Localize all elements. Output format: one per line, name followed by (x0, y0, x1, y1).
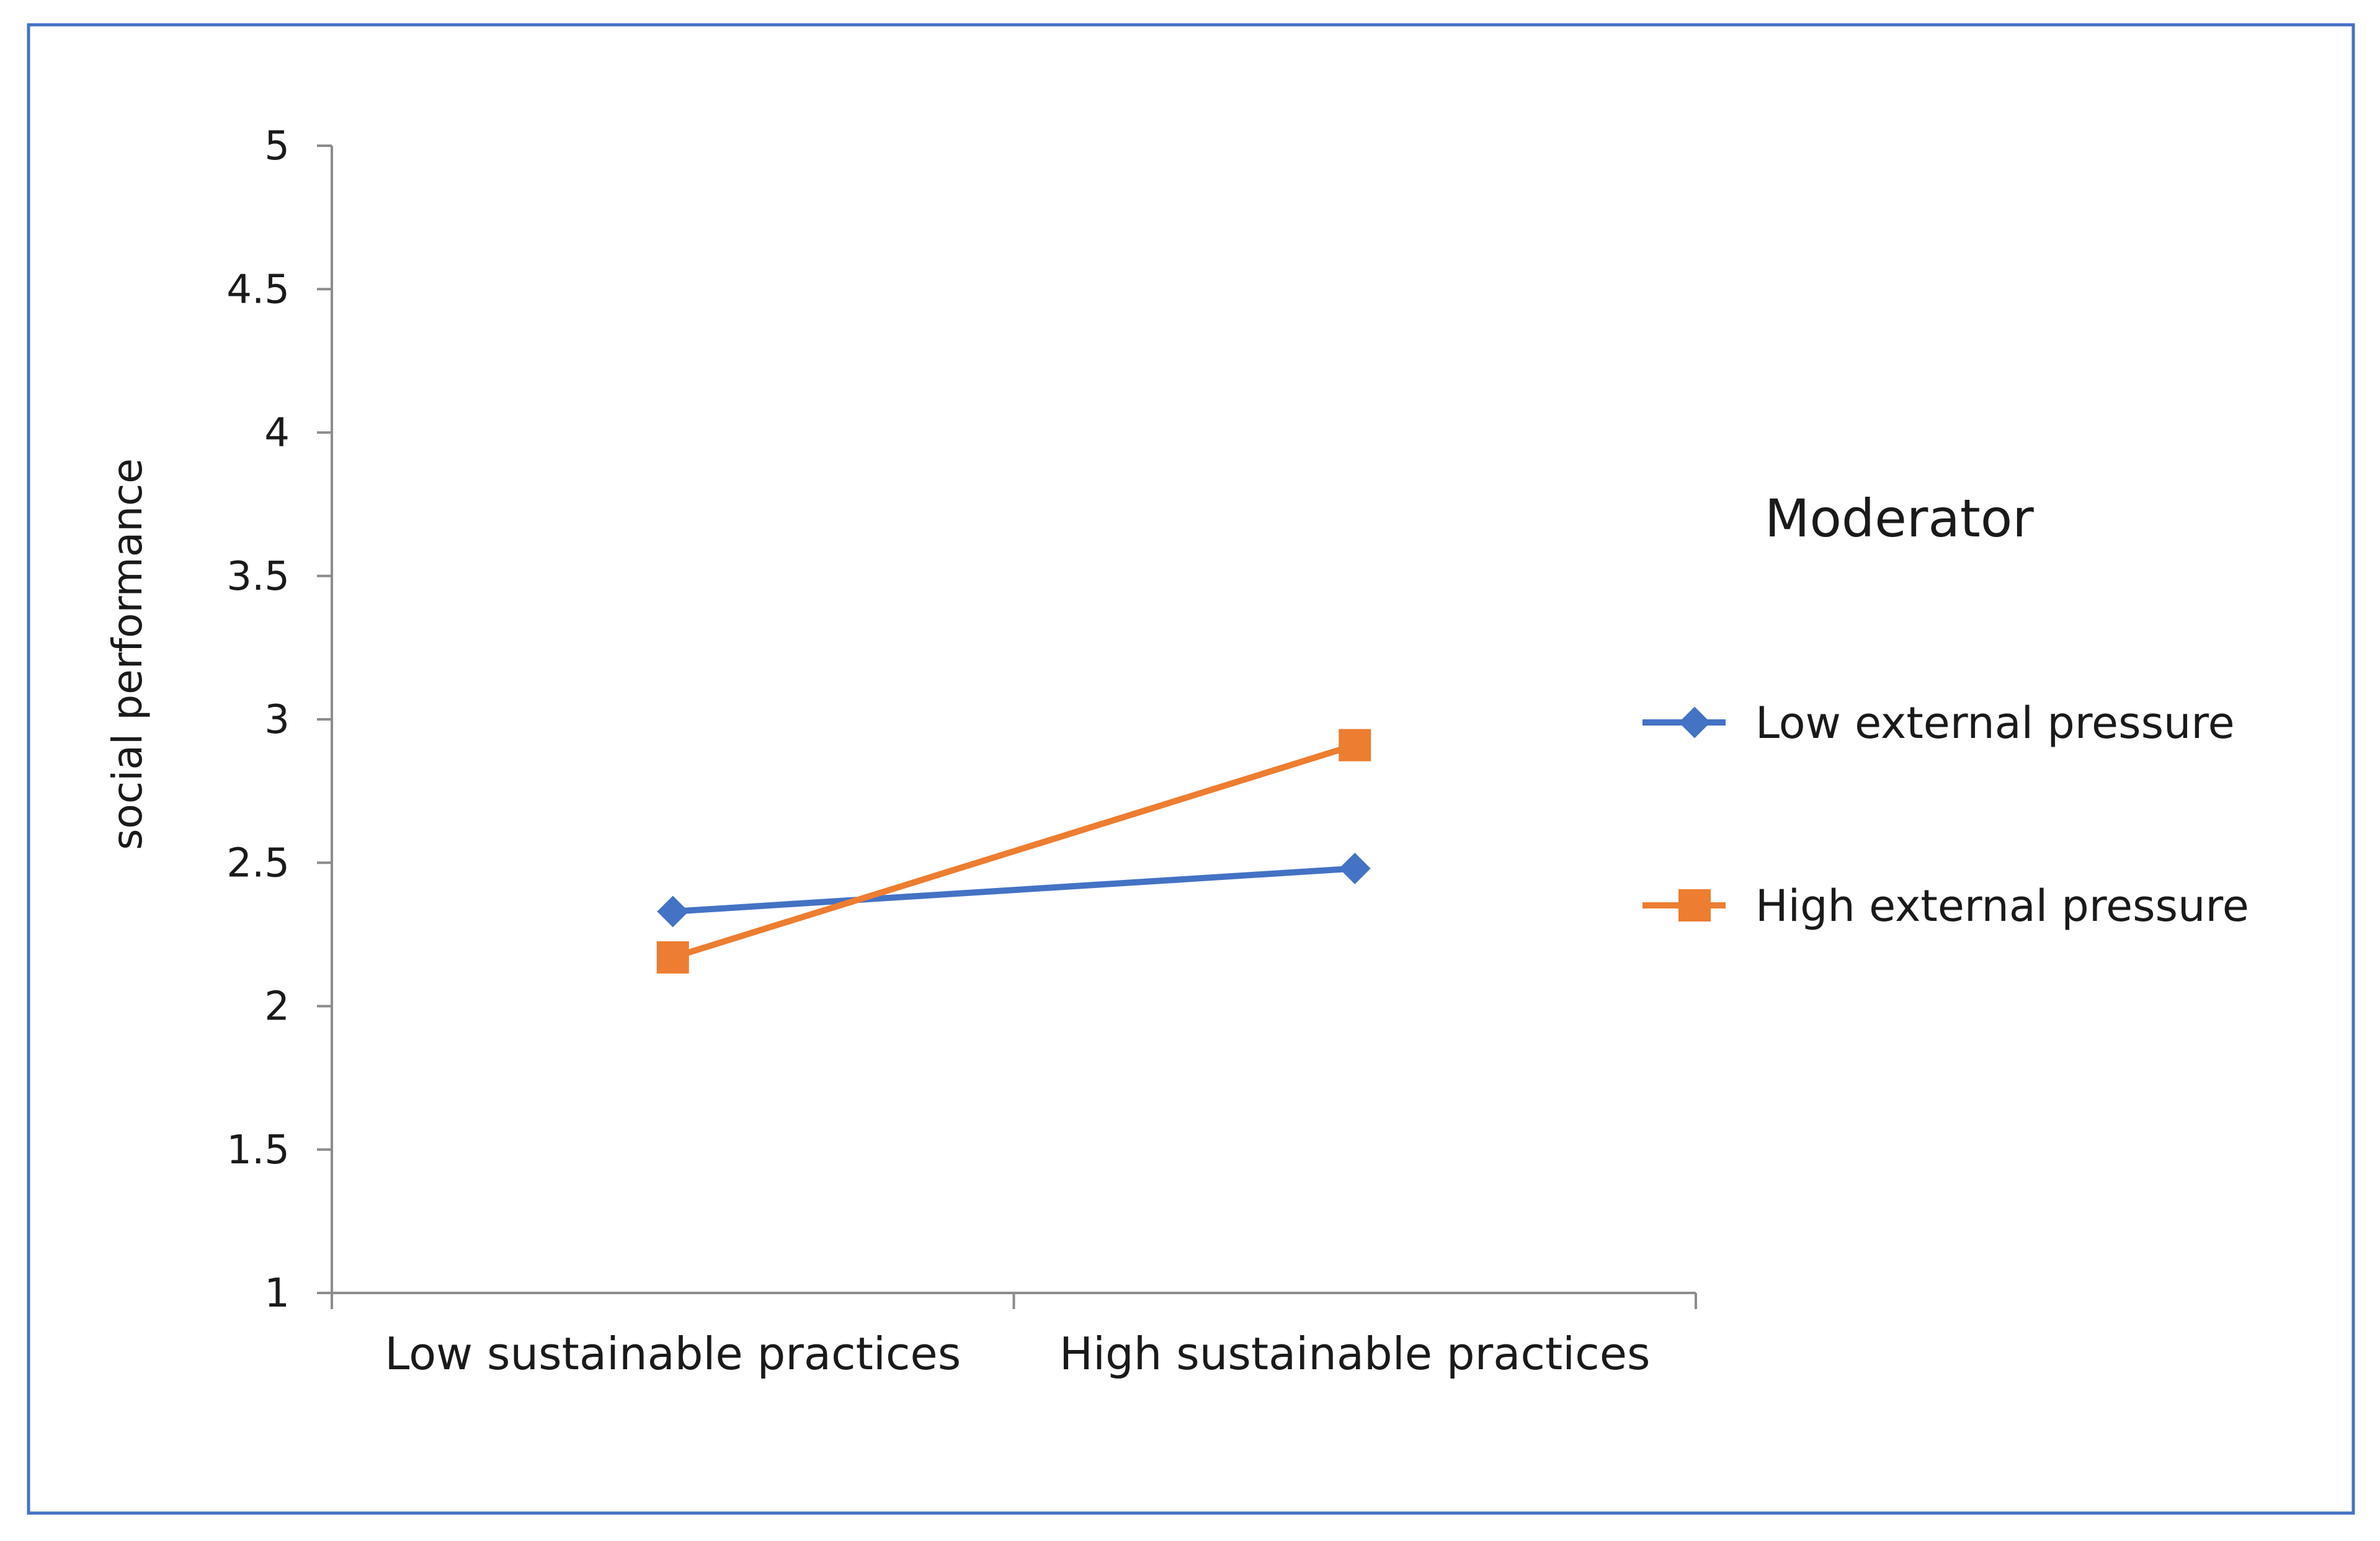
legend-label: High external pressure (1755, 881, 2249, 931)
x-category-label: Low sustainable practices (385, 1328, 961, 1380)
series-line (672, 865, 1355, 915)
legend-label: Low external pressure (1755, 698, 2235, 748)
y-tick-label: 3.5 (226, 554, 290, 600)
legend-marker (1678, 706, 1711, 739)
data-point (656, 941, 689, 974)
series-line (672, 742, 1356, 961)
y-tick-label: 4.5 (226, 267, 290, 313)
legend-item: High external pressure (1642, 881, 2249, 931)
chart-frame (27, 23, 2355, 1515)
legend-marker (1678, 889, 1711, 921)
data-point (1339, 729, 1371, 762)
data-point (1339, 853, 1371, 884)
y-tick-label: 2 (264, 984, 290, 1030)
series-low-external-pressure (657, 853, 1371, 928)
legend: Low external pressure High external press… (1642, 698, 2249, 931)
x-category-label: High sustainable practices (1059, 1328, 1651, 1380)
y-tick-label: 5 (264, 123, 290, 169)
y-axis-title: social performance (104, 458, 151, 850)
y-tick-label: 4 (264, 411, 290, 456)
y-tick-label: 3 (264, 697, 290, 743)
y-tick-label: 1 (264, 1271, 290, 1317)
legend-item: Low external pressure (1642, 698, 2235, 748)
legend-title: Moderator (1765, 488, 2034, 549)
y-tick-label: 2.5 (226, 840, 290, 886)
data-point (657, 895, 689, 928)
y-tick-label: 1.5 (226, 1127, 290, 1173)
series-high-external-pressure (656, 729, 1371, 974)
